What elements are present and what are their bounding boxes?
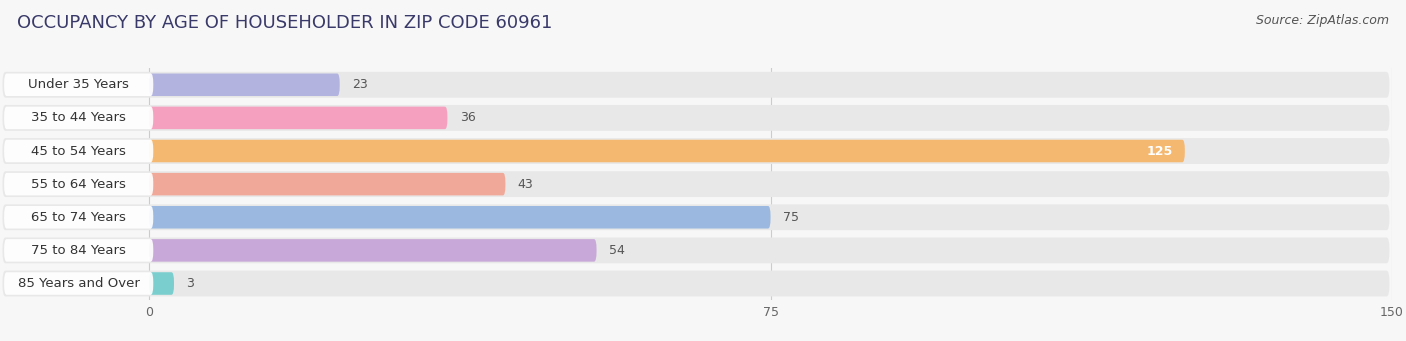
Text: 54: 54 (609, 244, 624, 257)
Text: 23: 23 (352, 78, 368, 91)
FancyBboxPatch shape (4, 239, 153, 262)
Text: 3: 3 (187, 277, 194, 290)
Text: 75 to 84 Years: 75 to 84 Years (31, 244, 127, 257)
Text: 35 to 44 Years: 35 to 44 Years (31, 112, 127, 124)
FancyBboxPatch shape (3, 171, 1389, 197)
Text: 75: 75 (783, 211, 799, 224)
FancyBboxPatch shape (149, 272, 174, 295)
FancyBboxPatch shape (3, 271, 1389, 296)
Text: 43: 43 (517, 178, 534, 191)
FancyBboxPatch shape (4, 173, 153, 195)
FancyBboxPatch shape (149, 206, 770, 228)
Text: 36: 36 (460, 112, 475, 124)
FancyBboxPatch shape (3, 105, 1389, 131)
Text: 85 Years and Over: 85 Years and Over (18, 277, 139, 290)
FancyBboxPatch shape (3, 204, 1389, 230)
Text: 125: 125 (1146, 145, 1173, 158)
Text: Under 35 Years: Under 35 Years (28, 78, 129, 91)
FancyBboxPatch shape (3, 138, 1389, 164)
FancyBboxPatch shape (149, 173, 505, 195)
FancyBboxPatch shape (4, 74, 153, 96)
FancyBboxPatch shape (149, 74, 340, 96)
Text: Source: ZipAtlas.com: Source: ZipAtlas.com (1256, 14, 1389, 27)
FancyBboxPatch shape (149, 140, 1185, 162)
Text: 55 to 64 Years: 55 to 64 Years (31, 178, 127, 191)
FancyBboxPatch shape (3, 237, 1389, 263)
FancyBboxPatch shape (4, 140, 153, 162)
FancyBboxPatch shape (4, 107, 153, 129)
FancyBboxPatch shape (149, 107, 447, 129)
Text: 45 to 54 Years: 45 to 54 Years (31, 145, 127, 158)
Text: OCCUPANCY BY AGE OF HOUSEHOLDER IN ZIP CODE 60961: OCCUPANCY BY AGE OF HOUSEHOLDER IN ZIP C… (17, 14, 553, 32)
Text: 65 to 74 Years: 65 to 74 Years (31, 211, 127, 224)
FancyBboxPatch shape (4, 206, 153, 228)
FancyBboxPatch shape (3, 72, 1389, 98)
FancyBboxPatch shape (149, 239, 596, 262)
FancyBboxPatch shape (4, 272, 153, 295)
